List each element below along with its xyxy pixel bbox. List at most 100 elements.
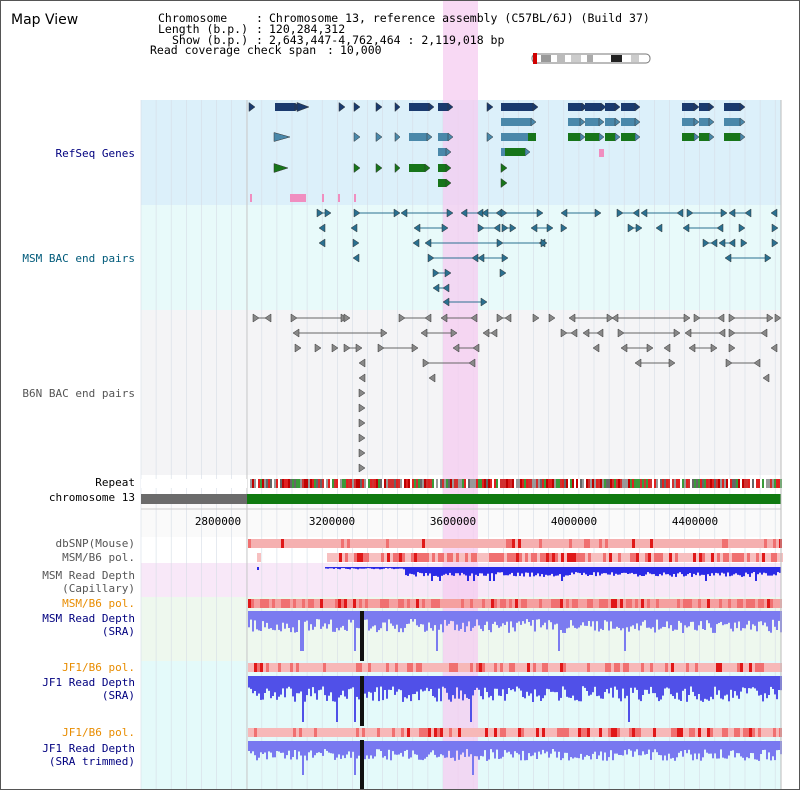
refseq-gene [621, 103, 635, 111]
msm-cap-depth-bar [435, 567, 437, 569]
jf1-trimmed-depth-bar [608, 741, 610, 758]
jf1-b6-pol-segment [629, 663, 632, 672]
msm-cap-depth-bar [629, 567, 631, 574]
msm-cap-depth-bar [391, 567, 393, 569]
chromosome-ideogram[interactable] [531, 53, 651, 64]
repeat-segment [312, 479, 314, 488]
refseq-gene-features[interactable] [248, 101, 746, 203]
jf1-trimmed-depth-bar [742, 741, 744, 758]
msm-b6-pol-segment [738, 553, 741, 562]
jf1-sra-depth-bar [316, 676, 318, 700]
jf1-b6-pol-2-segment [389, 728, 392, 737]
jf1-trimmed-depth-bar [610, 741, 612, 751]
msm-b6-pol-2-segment [293, 599, 296, 608]
dbsnp-segment [677, 539, 680, 548]
refseq-gene [682, 133, 694, 141]
jf1-sra-depth-bar [722, 676, 724, 700]
repeat-track[interactable] [141, 479, 782, 488]
jf1-sra-depth-bar [584, 676, 586, 688]
repeat-segment [652, 479, 654, 488]
msm-cap-depth-bar [751, 567, 753, 569]
msm-sra-depth-bar [536, 611, 538, 620]
b6n-bac-end [292, 328, 300, 338]
msm-b6-pol-segment [552, 553, 555, 562]
msm-b6-pol-segment [390, 553, 393, 562]
jf1-sra-depth-bar [412, 676, 414, 695]
msm-cap-depth-bar [623, 567, 625, 569]
repeat-segment [528, 479, 530, 488]
msm-cap-depth-bar [647, 567, 649, 569]
msm-b6-pol-segment [675, 553, 678, 562]
refseq-gene [528, 133, 536, 141]
jf1-trimmed-depth-bar [320, 741, 322, 753]
repeat-segment [674, 479, 676, 488]
repeat-segment [514, 479, 516, 488]
msm-sra-depth-bar [634, 611, 636, 629]
msm-bac-features[interactable] [316, 208, 779, 307]
repeat-segment [446, 479, 448, 488]
msm-cap-depth-bar [735, 567, 737, 574]
repeat-segment [436, 479, 438, 488]
msm-cap-depth-bar [333, 567, 335, 569]
repeat-segment [704, 479, 706, 488]
dbsnp-segment [557, 539, 560, 548]
msm-cap-depth-bar [531, 567, 533, 573]
msm-sra-depth-bar [364, 611, 366, 620]
refseq-gene [621, 118, 635, 126]
msm-sra-depth-bar [530, 611, 532, 626]
msm-b6-pol-segment [681, 553, 684, 562]
jf1-trimmed-depth-bar [504, 741, 506, 751]
msm-cap-depth-bar [679, 567, 681, 573]
repeat-segment [428, 479, 430, 488]
refseq-gene [500, 178, 508, 188]
repeat-segment [686, 479, 688, 488]
b6n-bac-end [428, 373, 436, 383]
msm-b6-pol-segment [378, 553, 381, 562]
info-block: Chromosome : Chromosome 13, reference as… [150, 11, 650, 57]
msm-b6-pol-2-segment [626, 599, 629, 608]
msm-cap-depth-bar [645, 567, 647, 575]
jf1-b6-pol-segment [707, 663, 710, 672]
msm-cap-depth-bar [603, 567, 605, 569]
msm-sra-depth-bar [456, 611, 458, 625]
jf1-sra-depth-bar [446, 676, 448, 693]
msm-sra-depth-bar [640, 611, 642, 626]
track-labels: RefSeq Genes MSM BAC end pairs B6N BAC e… [22, 147, 135, 768]
jf1-sra-depth-bar [478, 676, 480, 690]
refseq-gene [501, 118, 531, 126]
jf1-trimmed-depth-bar [616, 741, 618, 754]
jf1-sra-depth-bar [456, 676, 458, 688]
msm-cap-depth-bar [673, 567, 675, 574]
msm-sra-depth-bar [656, 611, 658, 620]
msm-sra-depth-bar [328, 611, 330, 625]
msm-cap-depth-bar [363, 567, 365, 569]
msm-cap-depth-bar [377, 567, 379, 569]
selection-highlight[interactable] [443, 1, 478, 789]
b6n-bac-features[interactable] [252, 313, 782, 473]
chromosome-bar[interactable] [141, 494, 781, 504]
repeat-segment [308, 479, 310, 488]
msm-cap-depth-bar [697, 567, 699, 569]
dbsnp-segment [698, 539, 701, 548]
dbsnp-segment [635, 539, 638, 548]
msm-b6-pol-2-segment [296, 599, 299, 608]
repeat-segment [774, 479, 776, 488]
dbsnp-segment [587, 539, 590, 548]
refseq-gene [248, 102, 256, 112]
msm-sra-depth-bar [572, 611, 574, 626]
polymorphism-tracks[interactable] [248, 539, 783, 737]
msm-cap-depth-bar [509, 567, 511, 569]
msm-cap-depth-bar [693, 567, 695, 569]
repeat-segment [264, 479, 266, 488]
jf1-b6-pol-segment [773, 663, 776, 672]
jf1-sra-depth-bar [558, 676, 560, 701]
msm-b6-pol-2-segment [494, 599, 497, 608]
jf1-sra-depth-bar [406, 676, 408, 699]
dbsnp-segment [350, 539, 353, 548]
msm-cap-depth-bar [663, 567, 665, 569]
jf1-trimmed-depth-bar [402, 741, 404, 757]
read-depth-tracks[interactable] [248, 567, 782, 775]
repeat-segment [466, 479, 468, 488]
jf1-b6-pol-segment [410, 663, 413, 672]
